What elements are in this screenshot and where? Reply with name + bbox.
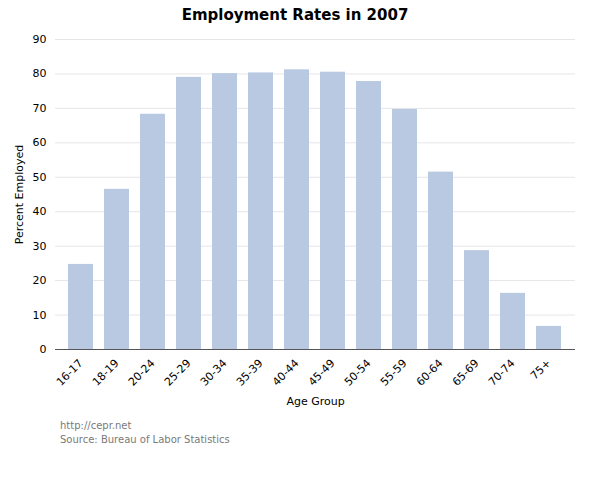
svg-text:50-54: 50-54: [342, 357, 374, 389]
svg-text:90: 90: [33, 33, 47, 46]
svg-text:0: 0: [40, 343, 47, 356]
svg-text:18-19: 18-19: [90, 357, 122, 389]
svg-text:25-29: 25-29: [162, 357, 194, 389]
svg-text:65-69: 65-69: [450, 357, 482, 389]
svg-text:Percent Employed: Percent Employed: [13, 145, 26, 245]
svg-text:40-44: 40-44: [270, 357, 302, 389]
svg-text:30-34: 30-34: [198, 357, 230, 389]
svg-text:10: 10: [33, 309, 47, 322]
svg-text:Age Group: Age Group: [286, 395, 344, 408]
svg-text:20-24: 20-24: [126, 357, 158, 389]
svg-text:75+: 75+: [528, 357, 554, 383]
svg-text:40: 40: [33, 205, 47, 218]
svg-text:16-17: 16-17: [54, 357, 86, 389]
svg-text:55-59: 55-59: [378, 357, 410, 389]
svg-text:60: 60: [33, 136, 47, 149]
svg-text:80: 80: [33, 67, 47, 80]
svg-text:50: 50: [33, 171, 47, 184]
html-text:http://cepr.net: http://cepr.net: [60, 420, 132, 431]
svg-text:70: 70: [33, 102, 47, 115]
svg-text:30: 30: [33, 240, 47, 253]
svg-text:35-39: 35-39: [234, 357, 266, 389]
svg-text:60-64: 60-64: [414, 357, 446, 389]
svg-text:45-49: 45-49: [306, 357, 338, 389]
svg-text:70-74: 70-74: [486, 357, 518, 389]
html-text:Source: Bureau of Labor Statis: Source: Bureau of Labor Statistics: [60, 434, 230, 445]
svg-text:20: 20: [33, 274, 47, 287]
html-text:Employment Rates in 2007: Employment Rates in 2007: [181, 6, 409, 24]
